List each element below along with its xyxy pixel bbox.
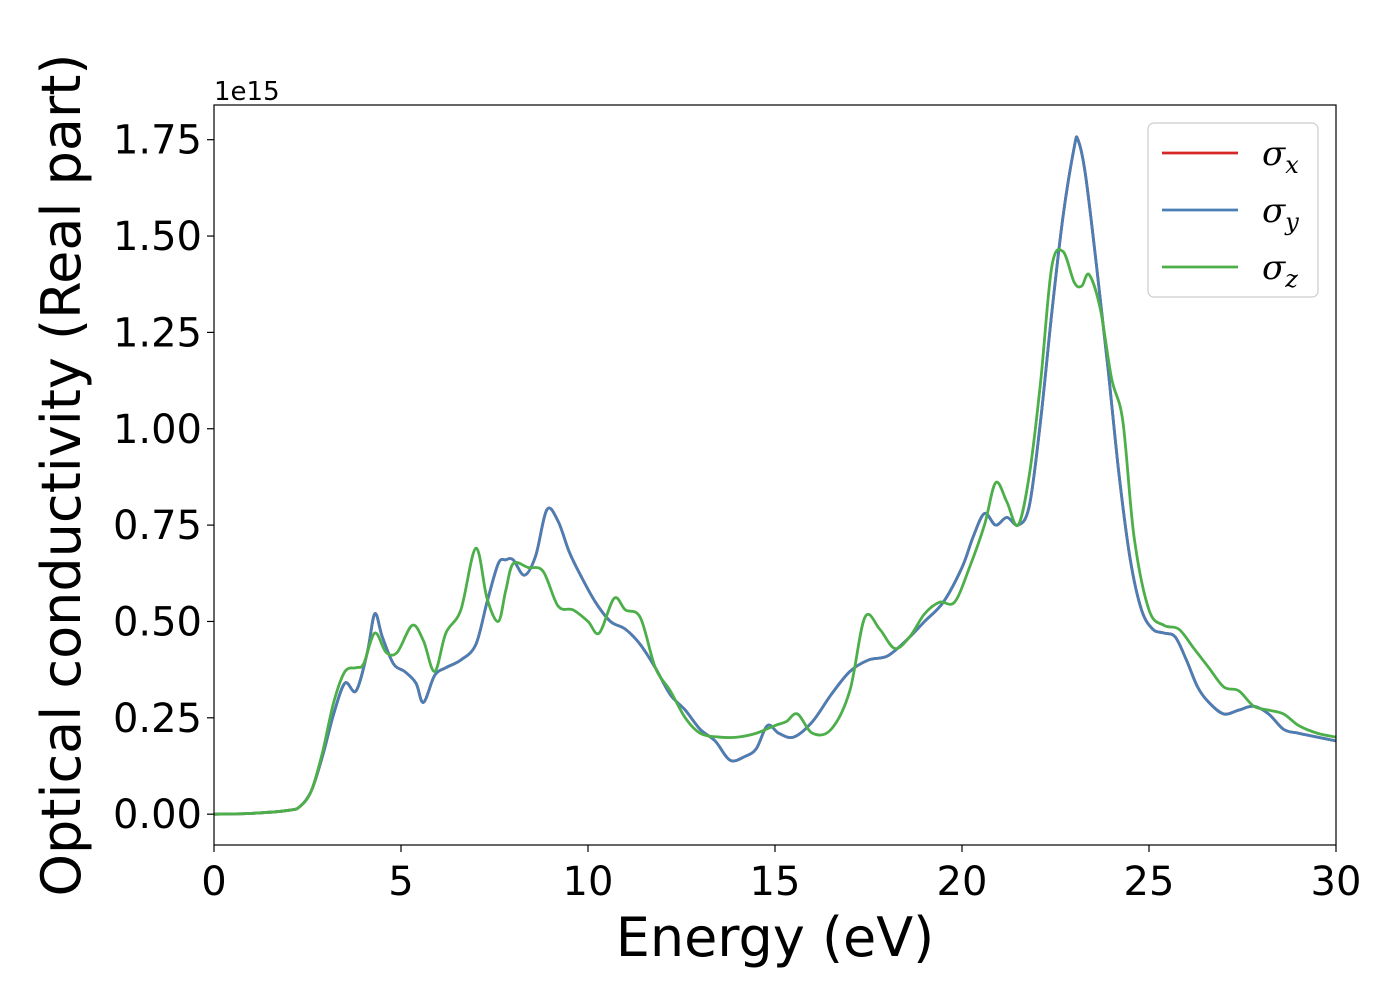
x-tick-label: 5	[388, 859, 413, 905]
legend-label-y: σy	[1262, 191, 1299, 236]
legend-subscript-x: x	[1285, 151, 1299, 179]
y-tick-label: 1.75	[113, 118, 202, 164]
y-tick-label: 1.50	[113, 214, 202, 260]
x-tick-label: 30	[1311, 859, 1362, 905]
y-tick-label: 0.75	[113, 503, 202, 549]
legend-subscript-y: y	[1284, 208, 1299, 236]
legend-subscript-z: z	[1284, 265, 1298, 293]
y-tick-label: 1.00	[113, 407, 202, 453]
y-tick-label: 0.00	[113, 792, 202, 838]
y-tick-label: 0.50	[113, 599, 202, 645]
y-tick-label: 0.25	[113, 696, 202, 742]
y-axis-title: Optical conductivity (Real part)	[30, 54, 93, 897]
series-layer	[213, 135, 1337, 816]
x-axis-ticks: 0 5 10 15 20 25 30	[201, 845, 1361, 905]
y-axis-ticks: 0.00 0.25 0.50 0.75 1.00 1.25 1.50 1.75	[113, 118, 214, 838]
x-tick-label: 10	[563, 859, 614, 905]
y-tick-label: 1.25	[113, 310, 202, 356]
x-tick-label: 15	[750, 859, 801, 905]
x-axis-title: Energy (eV)	[616, 906, 935, 969]
series-line-y	[213, 135, 1337, 816]
x-tick-label: 20	[937, 859, 988, 905]
y-offset-label: 1e15	[214, 77, 280, 107]
series-line-z	[213, 248, 1337, 816]
x-tick-label: 0	[201, 859, 226, 905]
x-tick-label: 25	[1124, 859, 1175, 905]
